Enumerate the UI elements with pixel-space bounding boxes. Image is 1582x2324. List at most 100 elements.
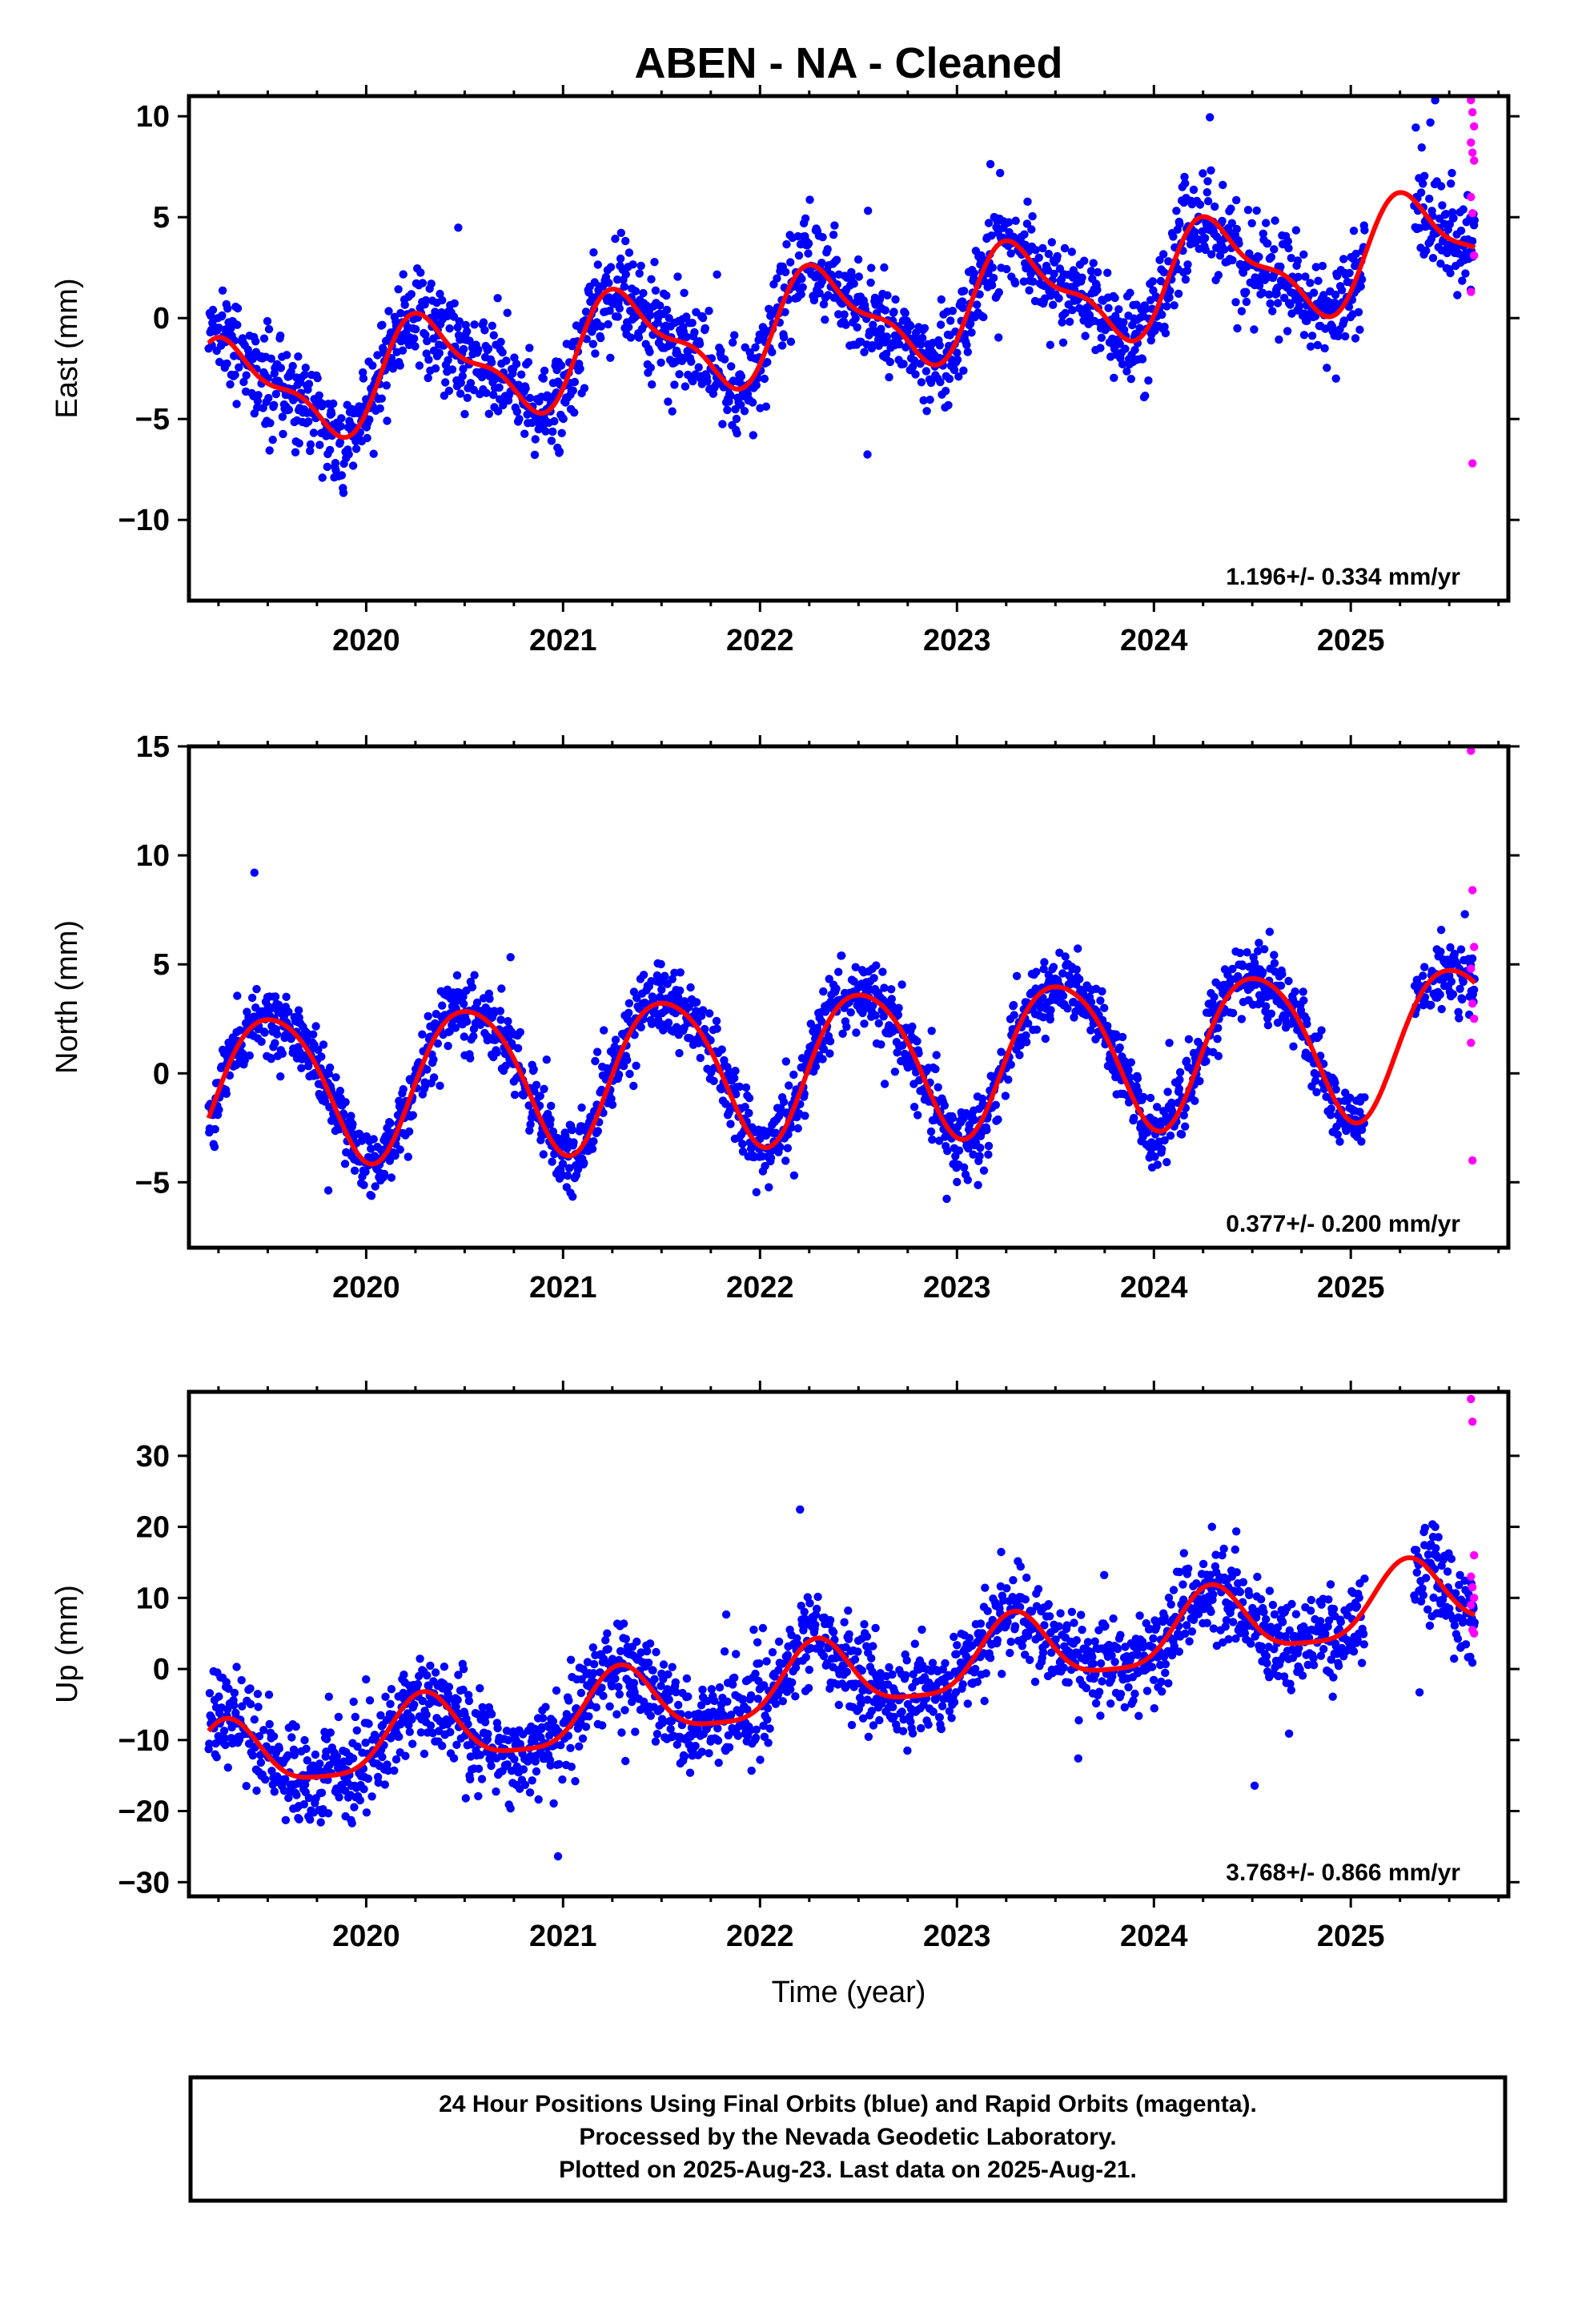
final-orbit-point [421,296,431,305]
final-orbit-point [538,1714,548,1723]
final-orbit-point [520,1780,530,1789]
final-orbit-point [245,1051,254,1060]
final-orbit-point [682,312,691,321]
final-orbit-point [1044,249,1054,259]
x-tick-label: 2022 [726,624,794,657]
final-orbit-point [463,327,472,336]
final-orbit-point [1074,944,1082,953]
final-orbit-point [676,986,685,995]
final-orbit-point [1333,1130,1343,1140]
final-orbit-point [752,380,761,390]
final-orbit-point [348,1120,357,1128]
final-orbit-point [454,1671,463,1679]
final-orbit-point [1239,268,1248,277]
final-orbit-point [928,1135,937,1144]
final-orbit-point [365,415,374,424]
final-orbit-point [943,1147,952,1156]
final-orbit-point [459,992,468,1001]
final-orbit-point [721,1100,730,1108]
final-orbit-point [688,319,697,328]
final-orbit-point [838,1029,847,1039]
final-orbit-point [335,1793,343,1802]
final-orbit-point [451,1023,460,1032]
final-orbit-point [1195,1076,1204,1086]
final-orbit-point [1038,243,1047,253]
final-orbit-point [656,358,665,367]
final-orbit-point [466,379,476,388]
final-orbit-point [556,1741,565,1750]
final-orbit-point [423,336,432,346]
final-orbit-point [547,436,556,445]
final-orbit-point [458,372,467,380]
final-orbit-point [496,337,505,347]
final-orbit-point [1448,990,1458,999]
final-orbit-point [490,1007,499,1015]
final-orbit-point [1179,1111,1189,1120]
final-orbit-point [1055,948,1064,957]
final-orbit-point [849,977,858,986]
final-orbit-point [1022,1031,1030,1040]
final-orbit-point [782,239,791,249]
final-orbit-point [420,1749,429,1759]
final-orbit-point [424,373,432,383]
final-orbit-point [673,1740,681,1749]
final-orbit-point [226,380,235,389]
final-orbit-point [624,1008,633,1018]
final-orbit-point [1351,334,1360,343]
final-orbit-point [1458,995,1467,1004]
final-orbit-point [1455,1014,1464,1023]
model-fit-line-north [206,967,1477,1167]
final-orbit-point [534,1795,543,1804]
final-orbit-point [893,1011,903,1019]
final-orbit-point [1259,967,1267,977]
final-orbit-point [908,1022,917,1031]
final-orbit-point [371,1182,379,1191]
final-orbit-point [974,1180,982,1190]
final-orbit-point [648,1019,656,1028]
final-orbit-point [967,328,976,337]
final-orbit-point [781,1057,790,1066]
final-orbit-point [639,971,648,979]
final-orbit-point [384,307,393,316]
final-orbit-point [1215,251,1225,260]
final-orbit-point [741,1083,751,1092]
final-orbit-point [1469,985,1479,995]
final-orbit-point [730,1074,739,1083]
y-tick-label: 10 [136,839,170,873]
final-orbit-point [707,1685,717,1694]
final-orbit-point [917,340,926,349]
final-orbit-point [347,1819,356,1827]
final-orbit-point [880,983,889,992]
final-orbit-point [284,405,294,414]
final-orbit-point [1279,293,1289,303]
final-orbit-point [917,378,926,387]
final-orbit-point [1086,1026,1095,1035]
final-orbit-point [303,1756,311,1765]
final-orbit-point [256,1758,266,1767]
final-orbit-point [1291,226,1301,235]
final-orbit-point [958,304,967,312]
final-orbit-point [302,1744,311,1753]
final-orbit-point [556,361,566,370]
final-orbit-point [433,1039,442,1048]
final-orbit-point [306,440,315,449]
panel-up: 2020 2021 2022 2023 2024 2025−30−20−100102030… [50,1381,1520,1953]
final-orbit-point [789,1070,798,1080]
final-orbit-point [989,273,998,283]
final-orbit-point [961,330,970,339]
final-orbit-point [459,1685,468,1695]
final-orbit-point [593,260,602,269]
final-orbit-point [1181,179,1190,188]
final-orbit-point [632,1637,641,1647]
final-orbit-point [687,357,696,366]
final-orbit-point [877,1040,885,1049]
final-orbit-point [1355,1108,1364,1116]
final-orbit-point [1291,987,1299,996]
final-orbit-point [729,338,737,347]
final-orbit-point [979,1166,989,1175]
final-orbit-point [426,1661,435,1671]
final-orbit-point [1431,96,1439,105]
final-orbit-point [987,281,997,290]
final-orbit-point [657,985,666,995]
